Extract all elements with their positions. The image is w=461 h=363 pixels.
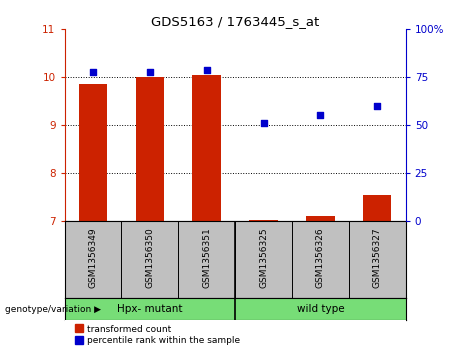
Bar — [193, 75, 221, 221]
Point — [317, 112, 324, 118]
Text: GSM1356351: GSM1356351 — [202, 227, 211, 288]
Point — [373, 103, 381, 109]
Bar — [136, 77, 164, 221]
Point — [260, 120, 267, 126]
Text: GSM1356325: GSM1356325 — [259, 227, 268, 288]
Point — [146, 69, 154, 75]
Text: GSM1356350: GSM1356350 — [145, 227, 154, 288]
Text: GSM1356327: GSM1356327 — [373, 227, 382, 288]
Text: GSM1356326: GSM1356326 — [316, 227, 325, 288]
Bar — [306, 216, 335, 221]
Point — [203, 67, 210, 73]
Title: GDS5163 / 1763445_s_at: GDS5163 / 1763445_s_at — [151, 15, 319, 28]
Legend: transformed count, percentile rank within the sample: transformed count, percentile rank withi… — [76, 325, 240, 345]
Text: genotype/variation ▶: genotype/variation ▶ — [5, 305, 100, 314]
Text: wild type: wild type — [296, 304, 344, 314]
Text: GSM1356349: GSM1356349 — [89, 227, 97, 288]
Text: Hpx- mutant: Hpx- mutant — [117, 304, 183, 314]
Bar — [79, 84, 107, 221]
Bar — [363, 195, 391, 221]
Point — [89, 69, 97, 75]
Bar — [249, 220, 278, 221]
